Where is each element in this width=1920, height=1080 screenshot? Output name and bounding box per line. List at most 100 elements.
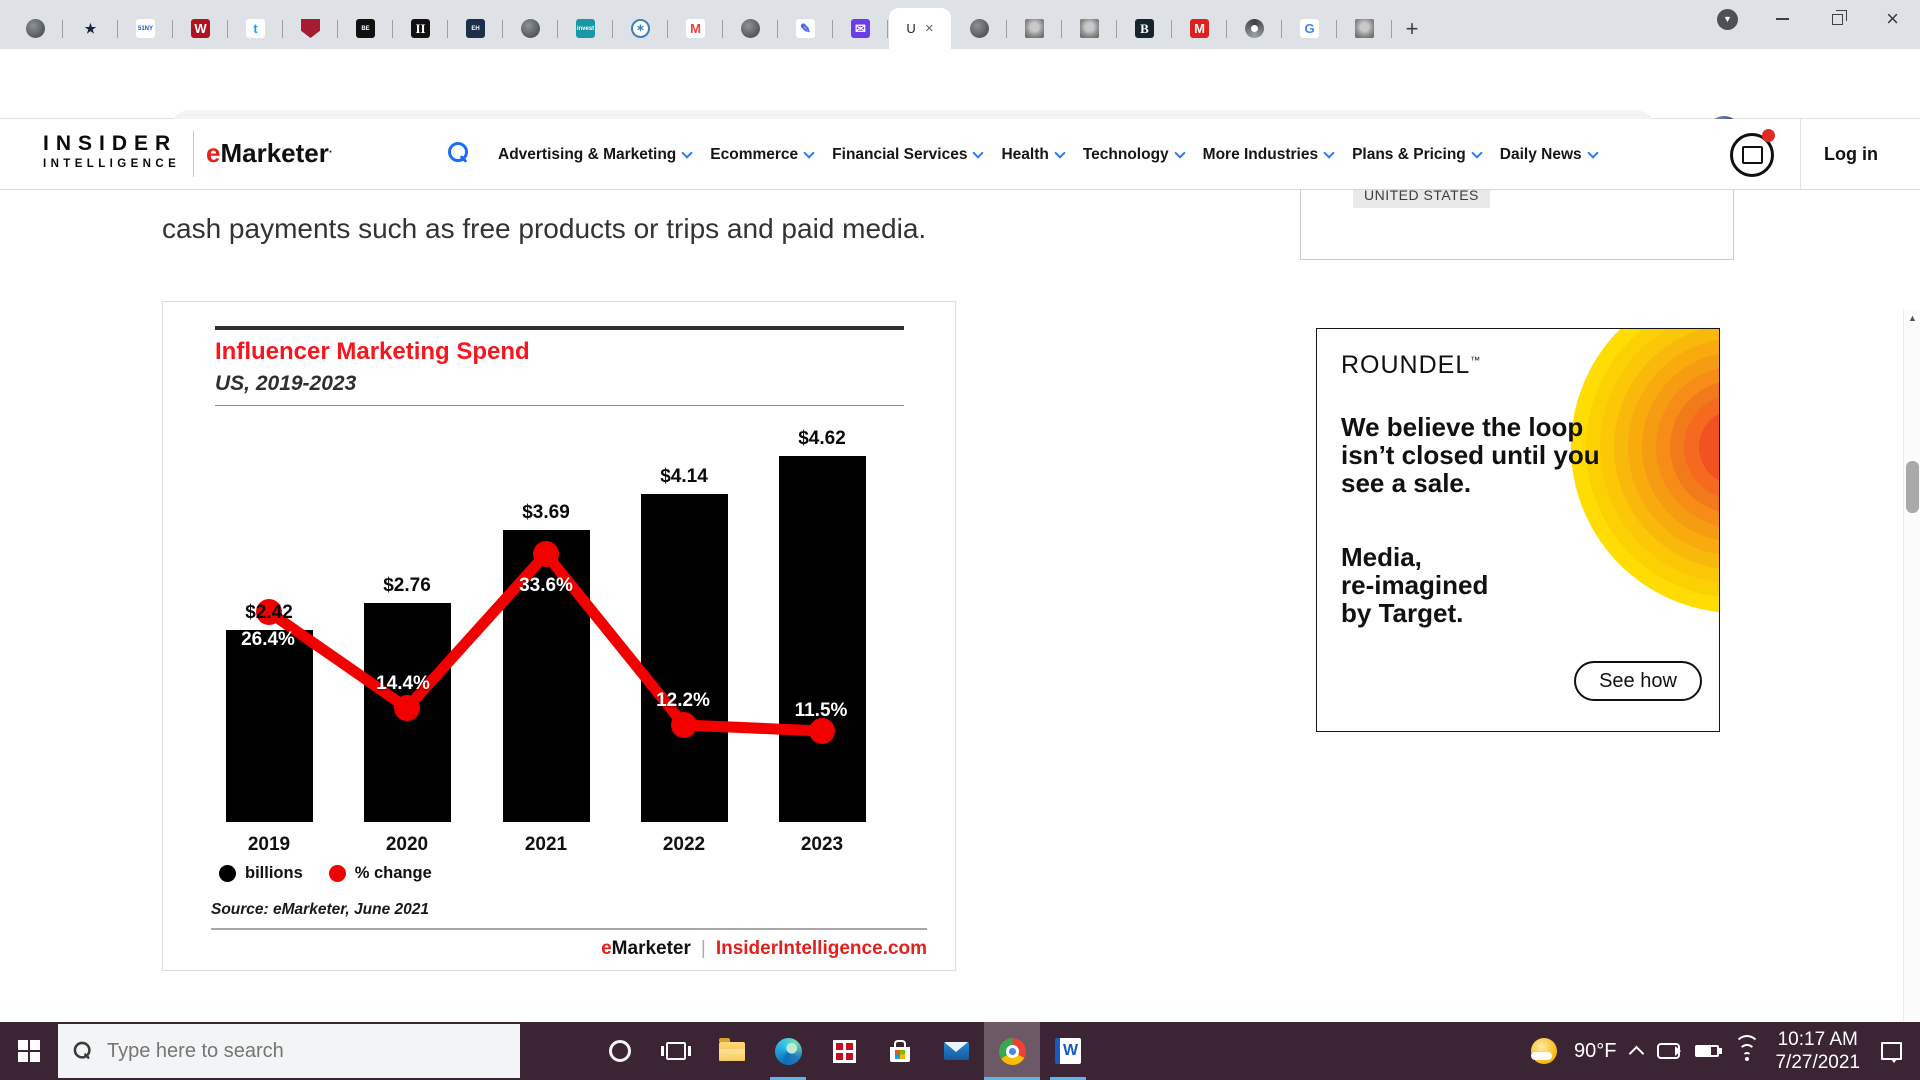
see-how-button[interactable]: See how	[1574, 661, 1702, 701]
pinned-tab-envelope[interactable]: ✉	[833, 12, 888, 46]
pinned-tab-gmail[interactable]: M	[668, 12, 723, 46]
windows-taskbar: W 90°F 10:17 AM 7/27/2021	[0, 1022, 1920, 1080]
chart-footer-brand-e: e	[601, 938, 612, 959]
pinned-tab-who[interactable]: ∗	[613, 12, 668, 46]
pinned-tab-portrait[interactable]	[1007, 12, 1062, 46]
pinned-tab-globe[interactable]	[503, 12, 558, 46]
bar-2022	[640, 494, 728, 822]
nav-item-plans-pricing[interactable]: Plans & Pricing	[1352, 145, 1483, 164]
pinned-tab-b[interactable]: B	[1117, 12, 1172, 46]
taskbar-app-task-view[interactable]	[648, 1022, 704, 1080]
active-tab[interactable]: U ×	[889, 8, 951, 49]
pinned-tab-m-red[interactable]: M	[1172, 12, 1227, 46]
page-scrollbar[interactable]: ▲ ▼	[1903, 309, 1920, 1022]
globe-favicon	[741, 19, 760, 38]
taskbar-app-microsoft-store[interactable]	[872, 1022, 928, 1080]
close-button[interactable]: ×	[1865, 0, 1920, 38]
wifi-icon[interactable]	[1734, 1035, 1761, 1061]
x-axis-label: 2020	[385, 834, 429, 855]
be-favicon: BE	[356, 19, 375, 38]
taskbar-search[interactable]	[58, 1024, 520, 1078]
pinned-tab-chrome-gray[interactable]	[1227, 12, 1282, 46]
battery-icon[interactable]	[1695, 1045, 1723, 1057]
nav-item-financial-services[interactable]: Financial Services	[832, 146, 985, 164]
portrait-favicon	[1080, 19, 1099, 38]
nav-item-more-industries[interactable]: More Industries	[1203, 146, 1335, 164]
clock[interactable]: 10:17 AM 7/27/2021	[1775, 1028, 1860, 1074]
pinned-tab-eh[interactable]: EH	[448, 12, 503, 46]
chevron-down-icon	[1471, 146, 1483, 159]
site-search-button[interactable]	[448, 142, 470, 169]
pinned-tab-google[interactable]: G	[1282, 12, 1337, 46]
chart-plot: $2.42 2019 $2.76 2020 $3.69 2021 $4.14 2022 $4.6…	[163, 302, 957, 862]
tab-search-button[interactable]: ▼	[1700, 0, 1755, 38]
temperature[interactable]: 90°F	[1574, 1039, 1617, 1062]
nav-item-technology[interactable]: Technology	[1082, 145, 1186, 164]
chart-footer-rule	[211, 928, 927, 930]
system-tray: 90°F 10:17 AM 7/27/2021	[1529, 1022, 1902, 1080]
pinned-tab-twitter[interactable]: t	[228, 12, 283, 46]
nav-item-ecommerce[interactable]: Ecommerce	[710, 146, 815, 164]
taskbar-app-file-explorer[interactable]	[704, 1022, 760, 1080]
pinned-tab-be[interactable]: BE	[338, 12, 393, 46]
nav-item-daily-news[interactable]: Daily News	[1500, 146, 1599, 164]
minimize-button[interactable]	[1755, 0, 1810, 38]
concentric-rings-graphic	[1317, 329, 1719, 629]
tray-overflow-chevron-icon[interactable]	[1629, 1045, 1645, 1062]
tab-close-icon[interactable]: ×	[924, 20, 934, 37]
login-link[interactable]: Log in	[1824, 144, 1878, 164]
taskbar-app-word[interactable]: W	[1040, 1022, 1096, 1080]
region-tag[interactable]: UNITED STATES	[1353, 190, 1490, 208]
bar-2023	[778, 456, 866, 822]
taskbar-app-edge[interactable]	[760, 1022, 816, 1080]
pinned-tab-stars[interactable]: ★	[63, 12, 118, 46]
scroll-up-arrow[interactable]: ▲	[1908, 312, 1917, 323]
pinned-tab-portrait[interactable]	[1337, 12, 1392, 46]
nav-item-label: Technology	[1082, 145, 1169, 163]
taskbar-app-mail[interactable]	[928, 1022, 984, 1080]
pinned-tab-harvard-shield[interactable]	[283, 12, 338, 46]
nav-item-advertising-marketing[interactable]: Advertising & Marketing	[498, 146, 693, 164]
nav-item-health[interactable]: Health	[1001, 146, 1066, 164]
header-divider	[1800, 119, 1801, 190]
portrait-favicon	[1355, 19, 1374, 38]
chart-footer-site[interactable]: InsiderIntelligence.com	[715, 938, 927, 959]
taskbar-app-gift[interactable]	[816, 1022, 872, 1080]
emarketer-logo-e: e	[206, 138, 221, 168]
action-center-icon[interactable]	[1881, 1042, 1902, 1063]
scroll-thumb[interactable]	[1906, 461, 1919, 513]
insider-logo-line2[interactable]: INTELLIGENCE	[43, 158, 181, 170]
pinned-tab-portrait[interactable]	[1062, 12, 1117, 46]
x-axis-label: 2019	[247, 834, 291, 855]
meet-now-icon[interactable]	[1657, 1043, 1682, 1059]
new-tab-button[interactable]: +	[1405, 15, 1419, 41]
taskbar-search-input[interactable]	[107, 1039, 467, 1063]
bar-value-label: $2.42	[245, 602, 293, 623]
bar-value-label: $2.76	[383, 575, 431, 596]
pencil-favicon: ✎	[796, 19, 815, 38]
insider-logo-line1[interactable]: INSIDER	[43, 132, 178, 155]
pinned-tab-washington-post[interactable]: W	[173, 12, 228, 46]
taskbar-app-chrome[interactable]	[984, 1022, 1040, 1080]
calendar-button[interactable]	[1730, 133, 1774, 177]
pinned-tab-ii[interactable]: II	[393, 12, 448, 46]
pinned-tab-51ny[interactable]: 51NY	[118, 12, 173, 46]
chart-footer-brand-rest: Marketer	[611, 938, 691, 959]
taskbar-app-cortana[interactable]	[592, 1022, 648, 1080]
chevron-down-icon	[803, 146, 815, 159]
start-button[interactable]	[0, 1022, 58, 1080]
chart-legend: billions % change	[219, 864, 432, 883]
pinned-tab-pencil[interactable]: ✎	[778, 12, 833, 46]
roundel-ad[interactable]: ROUNDEL™ We believe the loop isn’t close…	[1316, 328, 1720, 732]
weather-icon[interactable]	[1529, 1036, 1559, 1066]
emarketer-logo[interactable]: eMarketer.	[206, 138, 332, 169]
nav-item-label: Plans & Pricing	[1352, 145, 1466, 163]
pinned-tab-globe[interactable]	[723, 12, 778, 46]
restore-button[interactable]	[1810, 0, 1865, 38]
pinned-tab-globe[interactable]	[8, 12, 63, 46]
pinned-tab-invest[interactable]: invest	[558, 12, 613, 46]
pinned-tab-globe[interactable]	[952, 12, 1007, 46]
